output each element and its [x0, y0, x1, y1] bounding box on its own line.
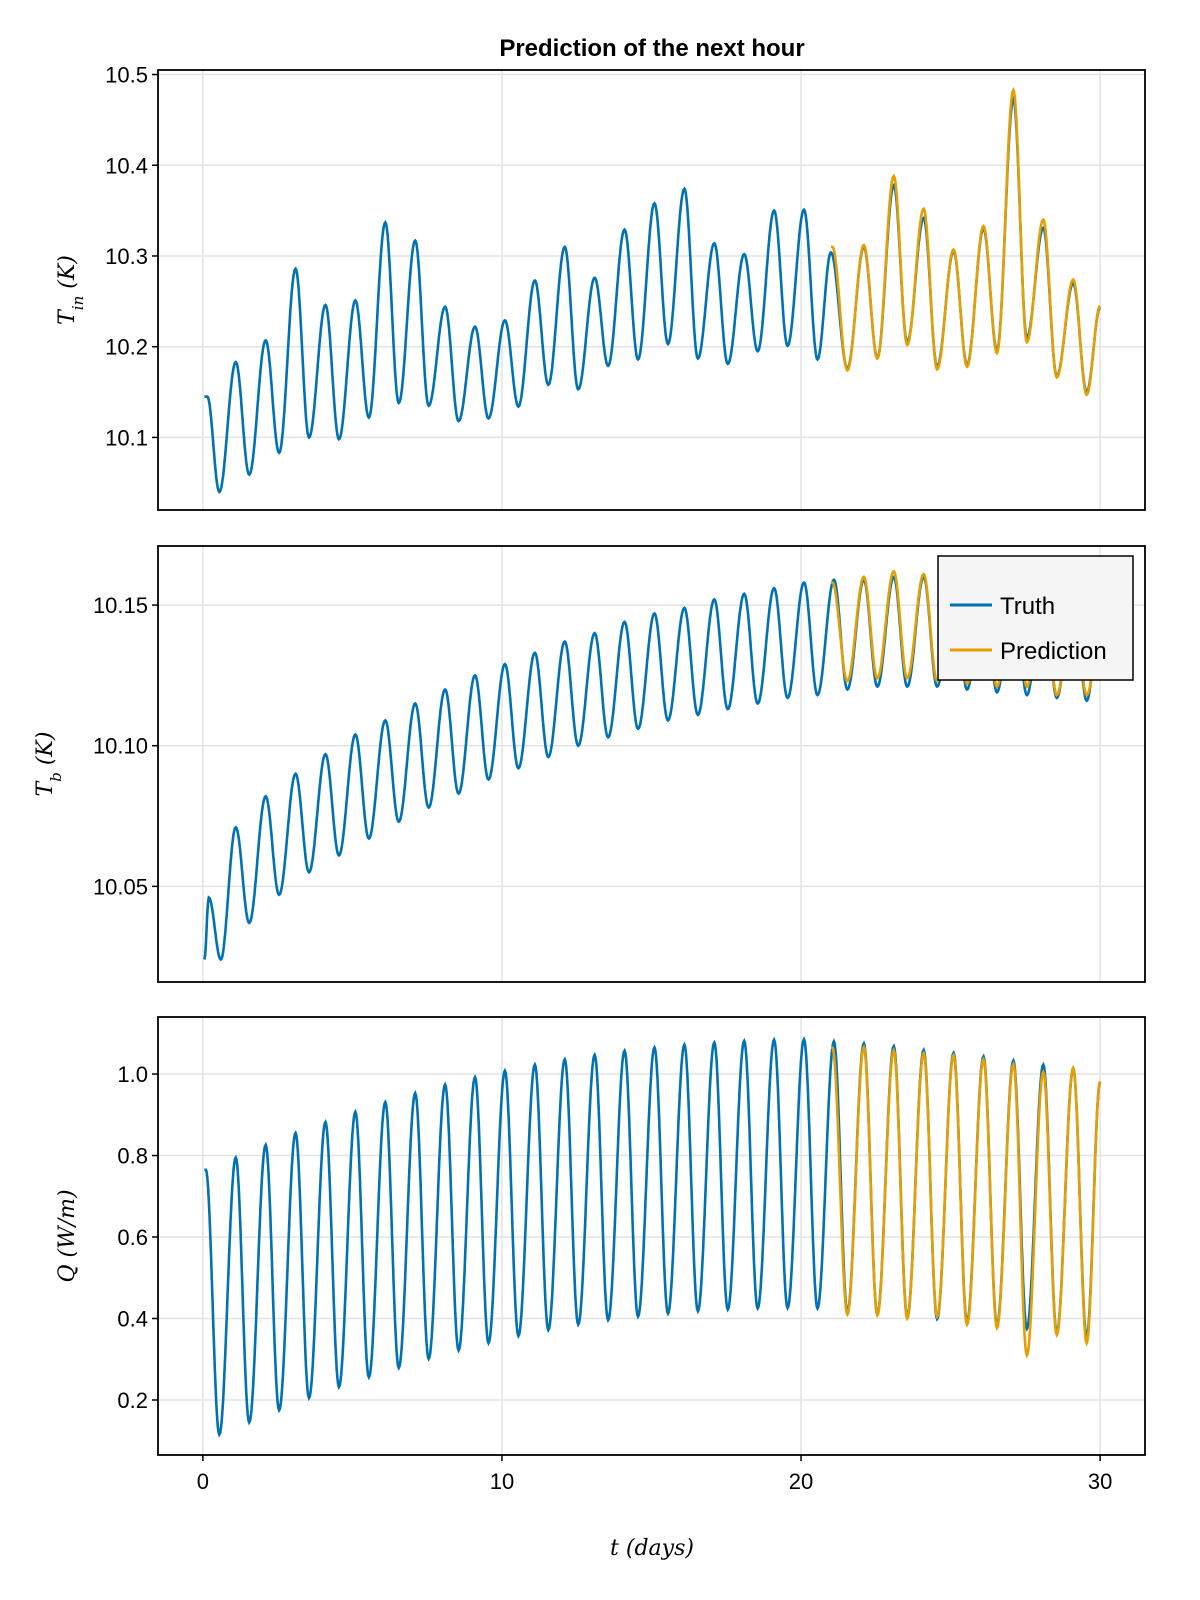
plot-frame	[157, 545, 1146, 983]
chart-title: Prediction of the next hour	[499, 35, 804, 62]
y-axis-label: Tb (K)	[33, 732, 65, 797]
series-prediction-line	[831, 1044, 1102, 1359]
series-truth-line	[204, 95, 1101, 494]
y-tick-label: 10.1	[105, 425, 148, 450]
y-tick-label: 10.05	[93, 874, 148, 899]
y-tick-label: 10.10	[93, 734, 148, 759]
legend-label-truth: Truth	[1000, 593, 1055, 620]
x-tick-label: 30	[1088, 1469, 1112, 1494]
legend-box	[937, 555, 1134, 681]
y-axis-label: Tin (K)	[55, 255, 87, 325]
y-tick-label: 10.2	[105, 335, 148, 360]
y-tick-label: 10.3	[105, 244, 148, 269]
legend: Truth Prediction	[937, 555, 1134, 681]
x-tick-label: 10	[490, 1469, 514, 1494]
panel-tin: 10.1 10.2 10.3 10.4 10.5 Tin (K)	[55, 63, 1146, 511]
x-tick-label: 20	[789, 1469, 813, 1494]
y-tick-label: 0.6	[117, 1225, 148, 1250]
y-tick-label: 10.5	[105, 63, 148, 88]
y-axis-label: Q (W/m)	[55, 1189, 80, 1282]
panel-q: 0.2 0.4 0.6 0.8 1.0 Q (W/m)	[55, 1016, 1146, 1456]
y-tick-label: 1.0	[117, 1062, 148, 1087]
plot-frame	[157, 1016, 1146, 1456]
y-tick-label: 0.8	[117, 1144, 148, 1169]
x-axis: 0 10 20 30	[197, 1455, 1112, 1494]
series-prediction-line	[831, 86, 1102, 397]
legend-label-prediction: Prediction	[1000, 638, 1107, 665]
y-tick-label: 10.15	[93, 593, 148, 618]
plot-frame	[157, 69, 1146, 511]
y-tick-label: 0.2	[117, 1388, 148, 1413]
x-axis-label: t (days)	[610, 1536, 694, 1561]
y-tick-label: 10.4	[105, 153, 148, 178]
x-tick-label: 0	[197, 1469, 209, 1494]
y-tick-label: 0.4	[117, 1307, 148, 1332]
